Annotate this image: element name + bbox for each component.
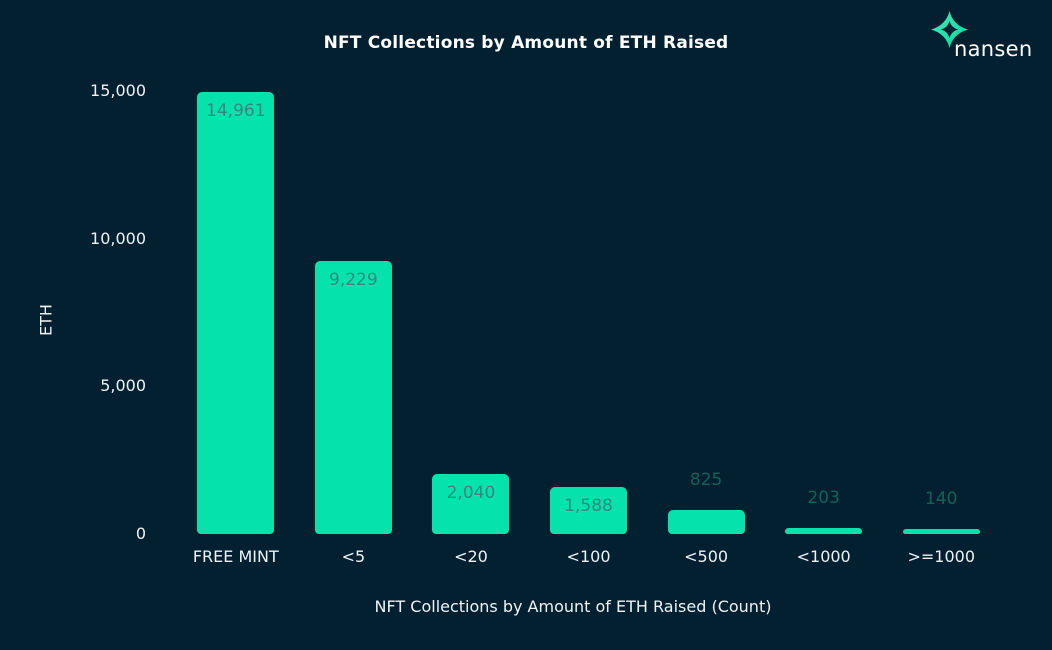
bar-slot: 2,040 xyxy=(412,91,530,534)
x-axis-title: NFT Collections by Amount of ETH Raised … xyxy=(374,597,772,616)
bar-value-label: 1,588 xyxy=(564,496,613,516)
nansen-logo: nansen xyxy=(930,9,1032,60)
bar-value-label: 9,229 xyxy=(329,270,378,290)
bar-slot: 203 xyxy=(765,91,883,534)
y-tick-label: 10,000 xyxy=(90,228,146,248)
bar-value-label: 14,961 xyxy=(206,101,266,121)
bar-value-label: 203 xyxy=(807,488,840,508)
chart-bar: 1,588 xyxy=(550,487,628,534)
y-tick-label: 5,000 xyxy=(100,376,146,396)
y-tick-label: 0 xyxy=(135,524,146,543)
bar-slot: 825 xyxy=(647,91,765,534)
x-tick-label: <100 xyxy=(566,547,611,566)
plot-area: 14,961 9,229 2,040 1,588 825 203 140 xyxy=(177,91,1000,534)
x-tick-label: <20 xyxy=(454,547,488,566)
chart-bar xyxy=(902,529,980,534)
x-axis-ticks: FREE MINT <5 <20 <100 <500 <1000 >=1000 xyxy=(177,547,1000,567)
bar-slot: 9,229 xyxy=(295,91,413,534)
y-axis-ticks: 0 5,000 10,000 15,000 xyxy=(0,0,146,650)
chart-bar: 9,229 xyxy=(314,261,392,534)
x-tick-label: <500 xyxy=(684,547,729,566)
bar-value-label: 825 xyxy=(689,470,723,490)
chart-bar: 2,040 xyxy=(432,474,510,534)
chart-bar xyxy=(667,510,745,534)
x-tick-label: >=1000 xyxy=(907,547,976,566)
nansen-star-icon xyxy=(930,10,969,49)
bar-value-label: 2,040 xyxy=(446,483,496,503)
bar-value-label: 140 xyxy=(925,489,958,509)
chart-bar xyxy=(785,528,863,534)
y-tick-label: 15,000 xyxy=(90,81,146,100)
x-tick-label: <5 xyxy=(341,547,366,566)
nansen-wordmark: nansen xyxy=(954,37,1033,61)
x-tick-label: <1000 xyxy=(796,547,851,566)
chart-title: NFT Collections by Amount of ETH Raised xyxy=(323,33,729,53)
chart-bar: 14,961 xyxy=(197,92,275,534)
x-tick-label: FREE MINT xyxy=(192,547,279,566)
bar-slot: 14,961 xyxy=(177,91,295,534)
bar-slot: 140 xyxy=(882,91,1000,534)
bar-slot: 1,588 xyxy=(530,91,648,534)
